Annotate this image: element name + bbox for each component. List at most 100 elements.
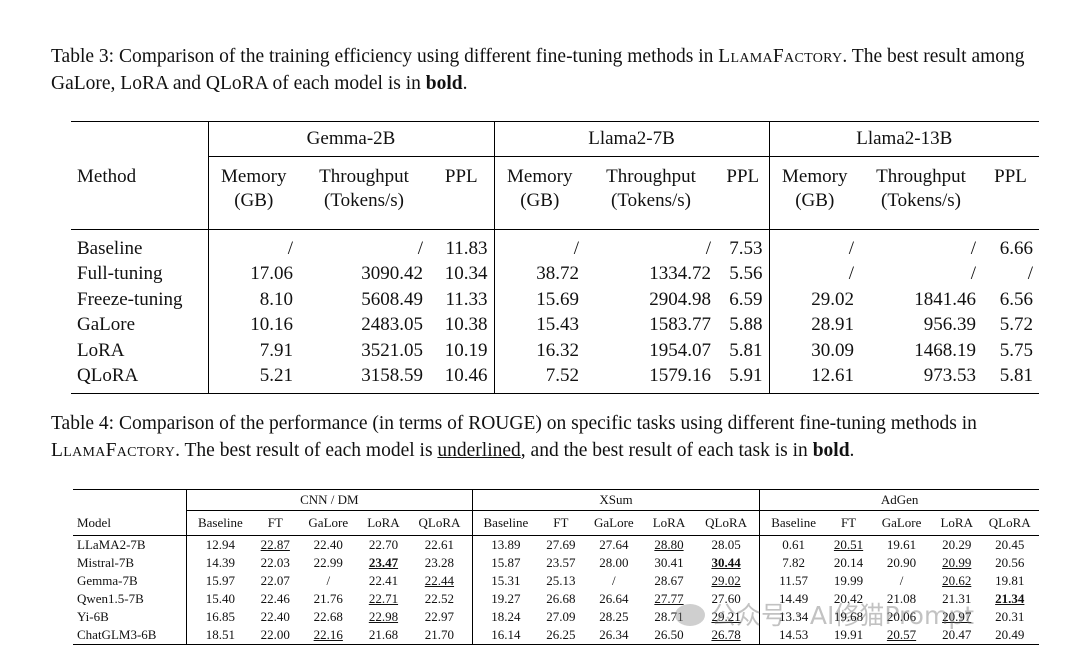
- table3-cell: 15.43: [493, 312, 585, 338]
- table4-row: Gemma-7B 15.97 22.07 / 22.41 22.44 15.31 25.13 /…: [73, 572, 1039, 590]
- table3-cell: /: [417, 237, 423, 259]
- table4-caption-text-3: , and the best result of each task is in: [520, 440, 813, 461]
- table4-cell: 20.14: [833, 555, 864, 570]
- table3-row: QLoRA 5.21 3158.59 10.46 7.52 1579.16 5.91 12.6…: [71, 363, 1039, 394]
- table4-row: Qwen1.5-7B 15.40 22.46 21.76 22.71 22.52 19.27…: [73, 590, 1039, 608]
- table4-cell: 22.00: [260, 627, 290, 642]
- table4-model-header: Model: [73, 510, 187, 536]
- throughput-unit: (Tokens/s): [611, 190, 691, 211]
- table4-cell: 21.76: [313, 591, 343, 606]
- table3-cell: 1334.72: [649, 263, 711, 285]
- table4-cell: 20.97: [942, 609, 972, 624]
- table3-cell: 5.75: [999, 339, 1033, 361]
- table4-caption-underlined: underlined: [437, 440, 521, 461]
- table4-cell: 22.97: [424, 609, 455, 624]
- table4-cell: 20.90: [886, 555, 917, 570]
- table4-cell: 22.40: [260, 609, 290, 624]
- table4-cell: 23.28: [424, 555, 455, 570]
- table4-method-header: GaLore: [296, 510, 360, 536]
- table3-method-name: QLoRA: [77, 365, 139, 387]
- table4-row: Mistral-7B 14.39 22.03 22.99 23.47 23.28 15.87…: [73, 554, 1039, 572]
- table4-cell: /: [612, 573, 616, 588]
- table3-cell: 15.69: [493, 287, 585, 313]
- table4-cell: 22.87: [260, 537, 290, 552]
- table3-cell: 2904.98: [649, 288, 711, 310]
- table3-cell: 5.81: [999, 365, 1033, 387]
- table4-cell: 14.49: [759, 590, 827, 608]
- table4-cell: 19.27: [471, 590, 540, 608]
- table4-cell: 20.06: [886, 609, 917, 624]
- table3-cell: 5608.49: [361, 288, 423, 310]
- table3-cell: 6.59: [729, 288, 763, 310]
- table4-cell: 21.70: [424, 627, 455, 642]
- table4-cell: 26.78: [711, 627, 741, 642]
- memory-label: Memory: [221, 166, 287, 187]
- table4-cell: 13.89: [471, 535, 540, 554]
- table3-method-name: GaLore: [77, 314, 136, 336]
- table3-cell: /: [207, 229, 299, 262]
- table3-col-throughput: Throughput (Tokens/s): [585, 156, 717, 230]
- table3-method-name: Freeze-tuning: [77, 288, 183, 310]
- table4-cell: 19.81: [995, 573, 1025, 588]
- table4-cell: 26.68: [546, 591, 576, 606]
- table4-cell: 19.99: [833, 573, 864, 588]
- throughput-label: Throughput: [606, 166, 696, 187]
- table4-caption-bold: bold: [812, 440, 850, 461]
- table3-cell: 3521.05: [361, 339, 423, 361]
- table4-cell: 26.34: [599, 627, 629, 642]
- table3-cell: 30.09: [768, 338, 860, 364]
- throughput-label: Throughput: [876, 166, 966, 187]
- table3-cell: /: [970, 237, 976, 259]
- table4-method-header: QLoRA: [980, 510, 1039, 536]
- table3-cell: 6.56: [999, 288, 1033, 310]
- table3-cell: 956.39: [923, 314, 976, 336]
- table4-cell: /: [899, 573, 904, 588]
- table3-cell: 5.21: [207, 363, 299, 394]
- table4-cell: 15.40: [186, 590, 254, 608]
- table4-cell: 30.44: [711, 555, 741, 570]
- table3-cell: /: [970, 263, 976, 285]
- table4-method-header: QLoRA: [407, 510, 473, 536]
- table4-task-header-row: CNN / DM XSum AdGen: [73, 489, 1039, 511]
- table3-caption-end: .: [462, 73, 468, 94]
- table4-task-header: CNN / DM: [186, 489, 473, 511]
- table3-cell: 5.91: [729, 365, 763, 387]
- table3-col-ppl: PPL: [982, 156, 1039, 230]
- table4-cell: 22.16: [313, 627, 343, 642]
- table4-cell: 21.08: [886, 591, 917, 606]
- memory-unit: (GB): [795, 190, 835, 211]
- table3-row: GaLore 10.16 2483.05 10.38 15.43 1583.77 5.88 2…: [71, 312, 1039, 338]
- table4-cell: 28.67: [654, 573, 684, 588]
- table4-cell: 22.61: [424, 537, 455, 552]
- table4-cell: 15.97: [186, 572, 254, 590]
- table3-cell: 5.72: [999, 314, 1033, 336]
- table4-cell: 21.34: [995, 591, 1025, 606]
- table4-method-header: Baseline: [471, 510, 540, 536]
- table4-cell: 22.46: [260, 591, 290, 606]
- table4-cell: 30.41: [654, 555, 684, 570]
- table4-cell: 28.71: [654, 609, 684, 624]
- table4-task-header: XSum: [471, 489, 760, 511]
- table4-cell: 21.68: [368, 627, 399, 642]
- table4-method-header-row: Model Baseline FT GaLore LoRA QLoRA Baseline F…: [73, 510, 1039, 536]
- table3-cell: /: [768, 261, 860, 287]
- table3-column-header-row: Method Memory (GB) Throughput (Tokens/s) P…: [71, 156, 1039, 230]
- memory-label: Memory: [507, 166, 573, 187]
- table4-cell: 22.40: [313, 537, 343, 552]
- table4-method-header: QLoRA: [692, 510, 760, 536]
- table4-cell: 26.64: [599, 591, 629, 606]
- memory-label: Memory: [782, 166, 848, 187]
- table3-cell: /: [768, 229, 860, 262]
- table4-cell: 20.42: [833, 591, 864, 606]
- table4-cell: 12.94: [186, 535, 254, 554]
- table4-method-header: FT: [826, 510, 871, 536]
- table4-cell: 25.13: [546, 573, 576, 588]
- table3-cell: 8.10: [207, 287, 299, 313]
- table3-cell: 6.66: [999, 237, 1033, 259]
- table4-cell: 20.45: [995, 537, 1025, 552]
- table3-cell: 1583.77: [649, 314, 711, 336]
- table4-cell: 16.85: [186, 608, 254, 626]
- table3-method-header: Method: [71, 156, 208, 230]
- table3-cell: 1954.07: [649, 339, 711, 361]
- table3-cell: 16.32: [493, 338, 585, 364]
